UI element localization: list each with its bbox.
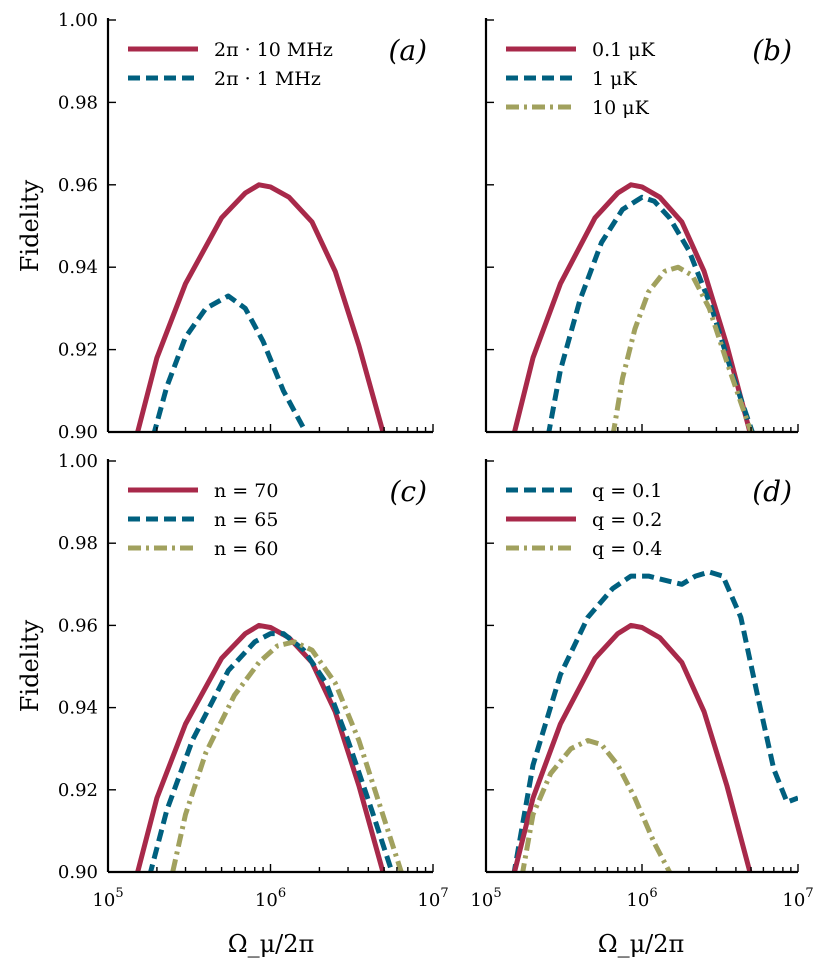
legend-label: n = 60	[214, 538, 278, 560]
ylabel-bottom: Fidelity	[16, 619, 44, 712]
y-tick-label: 0.90	[58, 422, 98, 443]
y-tick-label: 1.00	[58, 10, 98, 31]
series-line-1	[135, 182, 386, 432]
legend-label: n = 65	[214, 509, 278, 531]
xlabel-left: Ω_μ/2π	[228, 930, 315, 958]
x-tick-label: 105	[92, 886, 123, 911]
x-tick-label: 107	[782, 886, 813, 911]
legend-label: 10 μK	[592, 97, 650, 119]
series-line-3	[520, 738, 673, 872]
legend-label: 1 μK	[592, 68, 637, 90]
panel-a: 0.900.920.940.960.981.00(a)2π · 10 MHz2π…	[58, 10, 434, 443]
panel-b: (b) 0.1 μK 1 μK 10 μK	[484, 18, 799, 434]
legend-label: 0.1 μK	[592, 39, 656, 61]
x-tick-label: 106	[255, 886, 286, 911]
legend-label: q = 0.1	[592, 480, 662, 502]
series-line-1	[135, 622, 386, 872]
y-tick-label: 0.96	[58, 615, 98, 636]
legend-label: 2π · 10 MHz	[214, 39, 333, 61]
x-tick-label: 105	[470, 886, 501, 911]
legend: 2π · 10 MHz 2π · 1 MHz	[128, 39, 333, 90]
legend-label: n = 70	[214, 480, 278, 502]
ylabel-top: Fidelity	[16, 179, 44, 272]
series-line-1	[511, 569, 798, 872]
panel-c: 0.90 0.92 0.94 0.96 0.98 1.00 105 106 107 (c) n = …	[58, 451, 449, 911]
y-tick-label: 1.00	[58, 451, 98, 472]
series-line-2	[151, 293, 309, 432]
series-line-3	[170, 639, 404, 872]
y-tick-label: 0.92	[58, 340, 98, 361]
legend-label: 2π · 1 MHz	[214, 68, 321, 90]
y-tick-label: 0.92	[58, 780, 98, 801]
series-line-2	[147, 631, 395, 872]
x-tick-label: 107	[417, 886, 448, 911]
y-tick-label: 0.96	[58, 175, 98, 196]
legend-label: q = 0.4	[592, 538, 662, 560]
y-tick-label: 0.90	[58, 862, 98, 883]
y-tick-label: 0.94	[58, 698, 98, 719]
panel-d: 105 106 107 (d) q = 0.1 q = 0.2 q = 0.4	[470, 459, 814, 911]
legend-label: q = 0.2	[592, 509, 662, 531]
panel-tag: (a)	[388, 34, 427, 67]
legend: 0.1 μK 1 μK 10 μK	[506, 39, 656, 119]
y-tick-label: 0.94	[58, 257, 98, 278]
series-line-2	[546, 194, 755, 432]
panel-tag: (d)	[752, 475, 792, 508]
panel-tag: (b)	[752, 34, 792, 67]
y-tick-label: 0.98	[58, 533, 98, 554]
x-tick-label: 106	[626, 886, 657, 911]
series-line-1	[511, 182, 753, 432]
series-line-3	[610, 264, 754, 432]
series-line-2	[511, 622, 753, 872]
panel-tag: (c)	[389, 475, 427, 508]
y-tick-label: 0.98	[58, 92, 98, 113]
legend: n = 70 n = 65 n = 60	[128, 480, 278, 560]
legend: q = 0.1 q = 0.2 q = 0.4	[506, 480, 662, 560]
xlabel-right: Ω_μ/2π	[598, 930, 685, 958]
